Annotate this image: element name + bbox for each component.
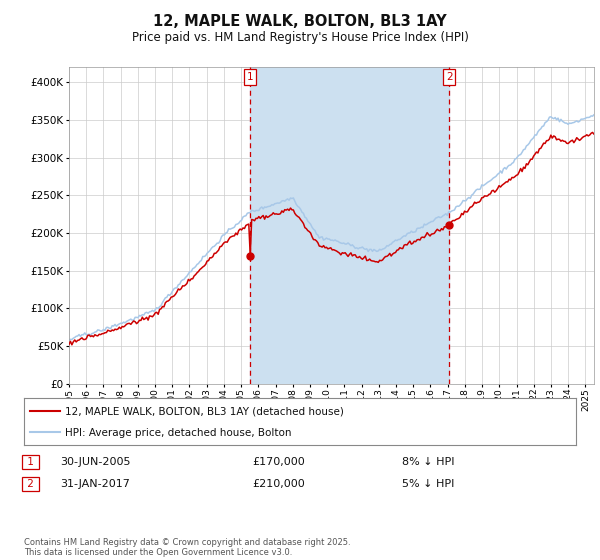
Bar	[250, 67, 449, 384]
Text: Price paid vs. HM Land Registry's House Price Index (HPI): Price paid vs. HM Land Registry's House …	[131, 31, 469, 44]
Text: £210,000: £210,000	[252, 479, 305, 489]
Text: 2: 2	[24, 479, 37, 489]
Text: 2: 2	[446, 72, 452, 82]
Text: HPI: Average price, detached house, Bolton: HPI: Average price, detached house, Bolt…	[65, 428, 292, 438]
Text: 12, MAPLE WALK, BOLTON, BL3 1AY: 12, MAPLE WALK, BOLTON, BL3 1AY	[153, 14, 447, 29]
Text: 31-JAN-2017: 31-JAN-2017	[60, 479, 130, 489]
Text: 5% ↓ HPI: 5% ↓ HPI	[402, 479, 454, 489]
Text: 1: 1	[24, 457, 37, 467]
Text: Contains HM Land Registry data © Crown copyright and database right 2025.
This d: Contains HM Land Registry data © Crown c…	[24, 538, 350, 557]
Text: 30-JUN-2005: 30-JUN-2005	[60, 457, 131, 467]
Text: 8% ↓ HPI: 8% ↓ HPI	[402, 457, 455, 467]
Text: £170,000: £170,000	[252, 457, 305, 467]
Text: 1: 1	[247, 72, 253, 82]
Text: 12, MAPLE WALK, BOLTON, BL3 1AY (detached house): 12, MAPLE WALK, BOLTON, BL3 1AY (detache…	[65, 407, 344, 417]
